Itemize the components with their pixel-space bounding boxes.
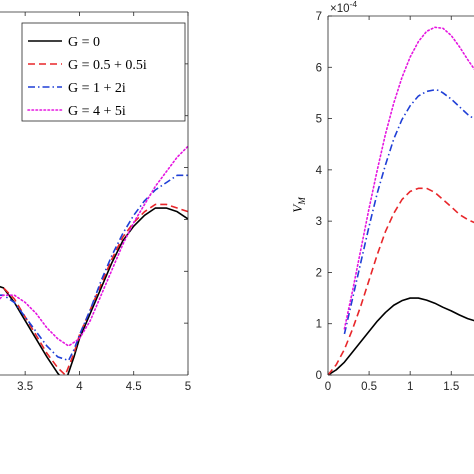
- x-tick-label: 1: [407, 381, 413, 393]
- y-exponent-power: -4: [350, 0, 358, 9]
- axes: 33.544.55: [0, 11, 191, 393]
- series-line-1: [328, 187, 474, 375]
- x-tick-label: 4: [76, 381, 83, 393]
- series-line-2: [343, 89, 474, 335]
- series-group: [328, 26, 474, 375]
- legend-label: G = 0.5 + 0.5i: [68, 58, 147, 73]
- y-axis-title-sub: M: [297, 197, 307, 206]
- legend-label: G = 0: [68, 35, 100, 50]
- series-line-1: [0, 203, 188, 375]
- y-tick-label: 5: [316, 114, 322, 126]
- y-tick-label: 2: [316, 267, 322, 279]
- x-tick-label: 3.5: [17, 381, 33, 393]
- y-tick-label: 1: [316, 319, 322, 331]
- y-tick-label: 0: [316, 370, 322, 382]
- legend-label: G = 4 + 5i: [68, 104, 126, 119]
- legend: G = 0 G = 0.5 + 0.5i G = 1 + 2i G = 4 + 5i: [21, 22, 186, 122]
- series-line-0: [0, 207, 188, 375]
- x-tick-label: 0.5: [361, 381, 377, 393]
- axes: 0 0.5 1 1.5 0 1 2 3 4 5 6 7: [316, 11, 474, 393]
- series-line-3: [0, 145, 188, 347]
- y-tick-label: 3: [316, 216, 322, 228]
- y-tick-label: 7: [316, 11, 322, 23]
- series-line-2: [0, 174, 188, 362]
- series-group: [0, 145, 188, 375]
- legend-label: G = 1 + 2i: [68, 81, 126, 96]
- x-tick-label: 1.5: [443, 381, 459, 393]
- y-tick-label: 4: [316, 165, 323, 177]
- x-tick-label: 5: [185, 381, 191, 393]
- y-exponent-label: ×10-4: [330, 0, 357, 15]
- legend-box: [21, 22, 186, 122]
- right-chart: 0 0.5 1 1.5 0 1 2 3 4 5 6 7 ×10-4 VM: [290, 0, 474, 393]
- series-line-3: [343, 26, 474, 330]
- series-line-0: [328, 297, 474, 375]
- left-chart: 33.544.55G = 0G = 0.5 + 0.5iG = 1 + 2iG …: [0, 11, 191, 393]
- y-tick-label: 6: [316, 62, 322, 74]
- x-tick-label: 0: [325, 381, 331, 393]
- x-tick-label: 4.5: [126, 381, 142, 393]
- y-axis-title: VM: [290, 197, 307, 213]
